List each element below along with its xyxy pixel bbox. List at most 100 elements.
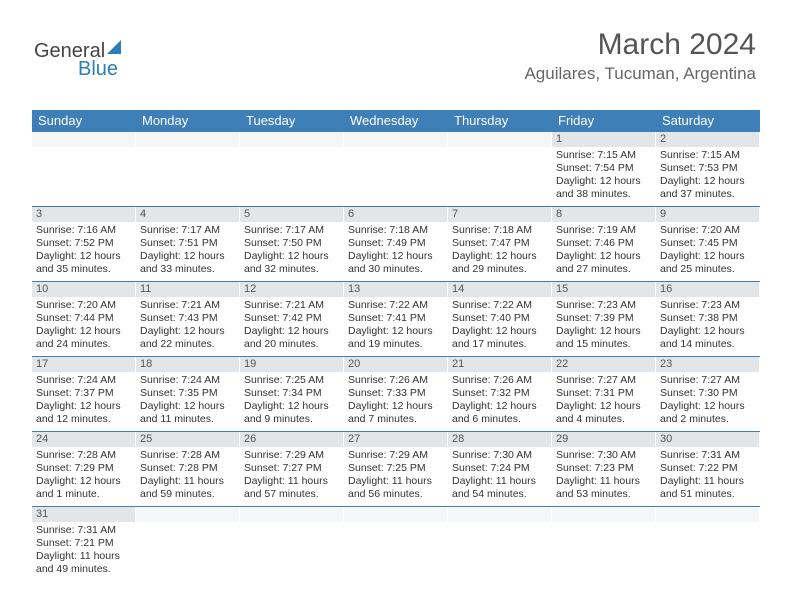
day-info-line: and 7 minutes. [348, 413, 443, 426]
day-info-line: Sunrise: 7:31 AM [36, 524, 131, 537]
week-row: 24Sunrise: 7:28 AMSunset: 7:29 PMDayligh… [32, 432, 760, 507]
day-cell: 24Sunrise: 7:28 AMSunset: 7:29 PMDayligh… [32, 432, 136, 506]
day-info-line: Sunset: 7:43 PM [140, 312, 235, 325]
day-number [448, 132, 551, 147]
day-info-line: Sunrise: 7:22 AM [348, 299, 443, 312]
day-info-line: Sunrise: 7:31 AM [660, 449, 755, 462]
logo-triangle-icon [107, 40, 121, 54]
day-info-line: Daylight: 11 hours [36, 550, 131, 563]
day-number: 18 [136, 357, 239, 372]
month-title: March 2024 [524, 28, 756, 62]
day-info-line: Sunrise: 7:23 AM [556, 299, 651, 312]
day-number: 9 [656, 207, 759, 222]
day-info-line: Daylight: 12 hours [452, 250, 547, 263]
day-cell: 10Sunrise: 7:20 AMSunset: 7:44 PMDayligh… [32, 282, 136, 356]
day-number [136, 132, 239, 147]
day-info-line: and 19 minutes. [348, 338, 443, 351]
day-cell: 14Sunrise: 7:22 AMSunset: 7:40 PMDayligh… [448, 282, 552, 356]
day-cell: 15Sunrise: 7:23 AMSunset: 7:39 PMDayligh… [552, 282, 656, 356]
day-info-line: Sunset: 7:38 PM [660, 312, 755, 325]
day-header: Sunday [32, 110, 136, 132]
day-info-line: Sunset: 7:40 PM [452, 312, 547, 325]
day-number: 11 [136, 282, 239, 297]
day-number [240, 132, 343, 147]
day-info-line: Daylight: 12 hours [660, 400, 755, 413]
day-info-line: Daylight: 12 hours [348, 250, 443, 263]
day-info-line: Sunset: 7:47 PM [452, 237, 547, 250]
day-header: Saturday [656, 110, 760, 132]
day-info-line: Sunset: 7:27 PM [244, 462, 339, 475]
day-number: 25 [136, 432, 239, 447]
day-cell: 11Sunrise: 7:21 AMSunset: 7:43 PMDayligh… [136, 282, 240, 356]
day-info-line: Sunrise: 7:27 AM [556, 374, 651, 387]
calendar-header-row: SundayMondayTuesdayWednesdayThursdayFrid… [32, 110, 760, 132]
day-cell [32, 132, 136, 206]
day-info-line: Daylight: 11 hours [660, 475, 755, 488]
day-info-line: Sunrise: 7:28 AM [140, 449, 235, 462]
day-info-line: and 11 minutes. [140, 413, 235, 426]
day-number: 20 [344, 357, 447, 372]
day-info-line: Sunset: 7:31 PM [556, 387, 651, 400]
day-cell: 6Sunrise: 7:18 AMSunset: 7:49 PMDaylight… [344, 207, 448, 281]
day-info-line: Sunrise: 7:24 AM [140, 374, 235, 387]
day-cell: 20Sunrise: 7:26 AMSunset: 7:33 PMDayligh… [344, 357, 448, 431]
day-header: Thursday [448, 110, 552, 132]
day-cell [240, 507, 344, 581]
day-number [656, 507, 759, 522]
day-info-line: Sunset: 7:34 PM [244, 387, 339, 400]
day-info-line: Sunset: 7:33 PM [348, 387, 443, 400]
day-cell: 23Sunrise: 7:27 AMSunset: 7:30 PMDayligh… [656, 357, 760, 431]
day-cell: 21Sunrise: 7:26 AMSunset: 7:32 PMDayligh… [448, 357, 552, 431]
day-info-line: Daylight: 11 hours [244, 475, 339, 488]
day-info-line: and 37 minutes. [660, 188, 755, 201]
day-info-line: and 9 minutes. [244, 413, 339, 426]
day-info-line: Sunrise: 7:21 AM [140, 299, 235, 312]
day-cell: 27Sunrise: 7:29 AMSunset: 7:25 PMDayligh… [344, 432, 448, 506]
day-info-line: and 33 minutes. [140, 263, 235, 276]
day-info-line: Sunrise: 7:20 AM [660, 224, 755, 237]
day-info-line: Sunrise: 7:17 AM [140, 224, 235, 237]
day-info-line: Sunset: 7:41 PM [348, 312, 443, 325]
day-info-line: Daylight: 12 hours [36, 325, 131, 338]
day-info-line: and 14 minutes. [660, 338, 755, 351]
day-info-line: Sunrise: 7:16 AM [36, 224, 131, 237]
day-info-line: Sunrise: 7:20 AM [36, 299, 131, 312]
day-info-line: Sunset: 7:54 PM [556, 162, 651, 175]
day-info-line: Daylight: 11 hours [452, 475, 547, 488]
day-info-line: and 35 minutes. [36, 263, 131, 276]
day-cell: 3Sunrise: 7:16 AMSunset: 7:52 PMDaylight… [32, 207, 136, 281]
title-block: March 2024 Aguilares, Tucuman, Argentina [524, 28, 756, 84]
day-number [240, 507, 343, 522]
day-info-line: Sunset: 7:32 PM [452, 387, 547, 400]
day-info-line: Sunset: 7:49 PM [348, 237, 443, 250]
day-info-line: Daylight: 12 hours [140, 400, 235, 413]
day-info-line: Sunset: 7:53 PM [660, 162, 755, 175]
day-cell: 30Sunrise: 7:31 AMSunset: 7:22 PMDayligh… [656, 432, 760, 506]
day-info-line: and 4 minutes. [556, 413, 651, 426]
day-cell [448, 132, 552, 206]
day-number: 10 [32, 282, 135, 297]
day-info-line: Sunrise: 7:19 AM [556, 224, 651, 237]
day-cell: 7Sunrise: 7:18 AMSunset: 7:47 PMDaylight… [448, 207, 552, 281]
day-cell: 22Sunrise: 7:27 AMSunset: 7:31 PMDayligh… [552, 357, 656, 431]
day-cell: 17Sunrise: 7:24 AMSunset: 7:37 PMDayligh… [32, 357, 136, 431]
day-info-line: Sunset: 7:25 PM [348, 462, 443, 475]
day-number: 16 [656, 282, 759, 297]
day-number: 3 [32, 207, 135, 222]
day-info-line: Sunset: 7:39 PM [556, 312, 651, 325]
day-info-line: and 20 minutes. [244, 338, 339, 351]
day-info-line: Sunrise: 7:15 AM [556, 149, 651, 162]
day-number [344, 132, 447, 147]
day-cell [240, 132, 344, 206]
day-number [136, 507, 239, 522]
day-info-line: and 54 minutes. [452, 488, 547, 501]
day-number: 30 [656, 432, 759, 447]
day-info-line: Daylight: 12 hours [36, 400, 131, 413]
logo-sub: Blue [78, 58, 118, 81]
day-number: 12 [240, 282, 343, 297]
day-info-line: Daylight: 12 hours [660, 175, 755, 188]
day-number: 23 [656, 357, 759, 372]
day-info-line: and 29 minutes. [452, 263, 547, 276]
day-cell [136, 132, 240, 206]
day-info-line: Sunset: 7:51 PM [140, 237, 235, 250]
